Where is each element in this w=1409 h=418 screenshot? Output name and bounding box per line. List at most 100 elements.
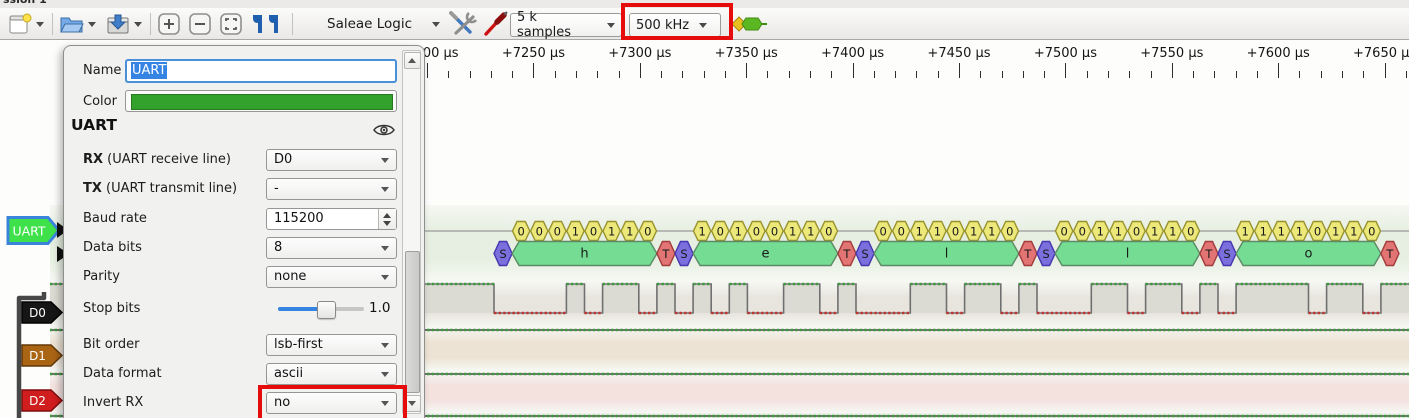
device-connector-icon [731, 11, 771, 37]
open-icon[interactable] [58, 11, 86, 37]
major-tick [1065, 63, 1067, 78]
spin-up-icon[interactable] [383, 213, 391, 218]
field-label-data-format: Data format [83, 366, 162, 381]
analyzer-name-input[interactable]: UART [125, 59, 397, 83]
minor-tick [1235, 71, 1237, 78]
open-dropdown[interactable] [88, 11, 96, 37]
major-tick [746, 63, 748, 78]
minor-tick [1022, 71, 1024, 78]
timing-markers-icon[interactable] [250, 11, 284, 37]
minor-tick [448, 71, 450, 78]
minor-tick [1193, 71, 1195, 78]
minor-tick [1129, 71, 1131, 78]
samples-dropdown[interactable]: 5 k samples [510, 10, 622, 40]
field-label-invert-rx: Invert RX [83, 395, 144, 410]
minor-tick [1150, 71, 1152, 78]
minor-tick [575, 71, 577, 78]
new-capture-icon[interactable] [8, 11, 34, 37]
save-dropdown[interactable] [134, 11, 142, 37]
major-tick [1278, 63, 1280, 78]
window-title-bar: ssion 1 [0, 0, 1409, 8]
uart-analyzer-settings-dialog: Name UART Color UART RX (UART receive li… [63, 45, 425, 418]
field-slider-value-stop-bits: 1.0 [369, 300, 391, 316]
minor-tick [724, 71, 726, 78]
major-tick [1171, 63, 1173, 78]
device-select-label[interactable]: Saleae Logic [327, 16, 413, 32]
toolbar-separator [150, 13, 151, 35]
minor-tick [1363, 71, 1365, 78]
minor-tick [895, 71, 897, 78]
field-select-parity[interactable]: none [266, 266, 397, 288]
minor-tick [1405, 71, 1407, 78]
save-icon[interactable] [104, 11, 132, 37]
field-slider-handle-stop-bits[interactable] [317, 301, 336, 319]
major-tick [427, 63, 428, 78]
timeline-label: +7400 µs [821, 46, 885, 61]
minor-tick [788, 71, 790, 78]
field-select-data-bits[interactable]: 8 [266, 237, 397, 259]
options-wrench-icon[interactable] [448, 11, 478, 37]
minor-tick [703, 71, 705, 78]
dialog-scrollbar[interactable] [402, 50, 421, 414]
major-tick [1384, 63, 1386, 78]
field-label-parity: Parity [83, 269, 120, 284]
field-select-tx[interactable]: - [266, 178, 397, 200]
minor-tick [1107, 71, 1109, 78]
field-label-data-bits: Data bits [83, 240, 142, 255]
scrollbar-thumb[interactable] [405, 251, 420, 393]
visibility-eye-icon[interactable] [373, 122, 395, 138]
minor-tick [1256, 71, 1258, 78]
minor-tick [1299, 71, 1301, 78]
timeline-label: +7550 µs [1140, 46, 1204, 61]
timeline-label: +7600 µs [1246, 46, 1310, 61]
field-select-rx[interactable]: D0 [266, 149, 397, 171]
minor-tick [490, 71, 492, 78]
sample-rate-value: 500 kHz [636, 17, 690, 33]
minor-tick [1214, 71, 1216, 78]
minor-tick [831, 71, 833, 78]
color-label: Color [83, 94, 117, 109]
main-toolbar: Saleae Logic 5 k samples 500 kHz [0, 8, 1409, 40]
minor-tick [916, 71, 918, 78]
field-select-invert-rx[interactable]: no [266, 392, 397, 414]
new-capture-dropdown[interactable] [36, 11, 44, 37]
scrollbar-up-button[interactable] [404, 52, 421, 69]
zoom-out-icon[interactable] [188, 11, 212, 37]
major-tick [852, 63, 854, 78]
minor-tick [469, 71, 471, 78]
device-select-dropdown[interactable] [432, 11, 440, 37]
spin-down-icon[interactable] [383, 221, 391, 226]
field-spinbox-baud-rate[interactable]: 115200 [266, 208, 397, 230]
field-label-rx: RX (UART receive line) [83, 152, 231, 167]
minor-tick [682, 71, 684, 78]
minor-tick [767, 71, 769, 78]
toolbar-separator [292, 13, 293, 35]
major-tick [959, 63, 960, 78]
field-select-data-format[interactable]: ascii [266, 363, 397, 385]
sample-rate-dropdown[interactable]: 500 kHz [629, 13, 721, 37]
minor-tick [1086, 71, 1088, 78]
measure-probe-icon[interactable] [483, 11, 509, 37]
timeline-label: +7650 µs [1353, 46, 1409, 61]
analyzer-name-value: UART [131, 62, 168, 79]
timeline-label: +7250 µs [501, 46, 565, 61]
dialog-heading: UART [71, 116, 117, 134]
svg-text:D2: D2 [29, 394, 46, 408]
minor-tick [597, 71, 599, 78]
timeline-label: +7350 µs [714, 46, 778, 61]
zoom-fit-icon[interactable] [219, 11, 243, 37]
spin-buttons[interactable] [378, 209, 396, 229]
field-select-bit-order[interactable]: lsb-first [266, 334, 397, 356]
field-label-baud-rate: Baud rate [83, 211, 147, 226]
analyzer-color-button[interactable] [125, 90, 397, 112]
major-tick [533, 63, 535, 78]
zoom-in-icon[interactable] [157, 11, 181, 37]
field-label-stop-bits: Stop bits [83, 301, 141, 316]
analyzer-color-swatch [131, 94, 393, 110]
scrollbar-down-button[interactable] [404, 395, 421, 412]
field-label-tx: TX (UART transmit line) [83, 181, 238, 196]
minor-tick [1320, 71, 1322, 78]
toolbar-separator [52, 13, 53, 35]
minor-tick [980, 71, 982, 78]
